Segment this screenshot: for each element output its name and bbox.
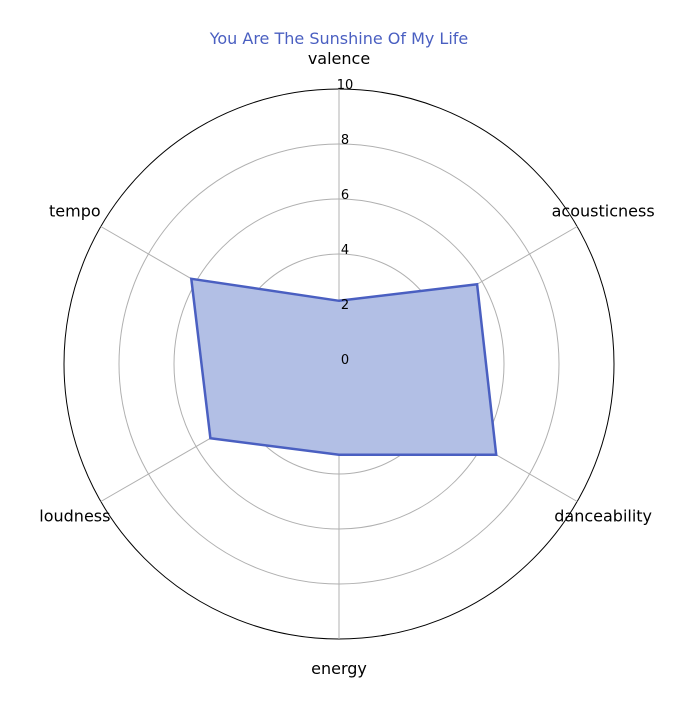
tick-label-0: 0 (341, 353, 349, 368)
tick-label-2: 2 (341, 298, 349, 313)
axis-label-valence: valence (308, 49, 370, 68)
axis-label-loudness: loudness (39, 507, 110, 526)
axis-labels: valence acousticness danceability energy lou… (39, 49, 654, 678)
axis-label-danceability: danceability (554, 507, 652, 526)
tick-label-10: 10 (337, 78, 354, 93)
axis-label-energy: energy (311, 659, 367, 678)
tick-label-8: 8 (341, 133, 349, 148)
axis-label-tempo: tempo (49, 202, 101, 221)
series-area (191, 278, 497, 455)
radial-tick-labels: 0 2 4 6 8 10 (337, 78, 354, 368)
tick-label-6: 6 (341, 188, 349, 203)
tick-label-4: 4 (341, 243, 349, 258)
axis-label-acousticness: acousticness (552, 202, 655, 221)
series-line (189, 277, 498, 457)
radar-series (189, 277, 498, 457)
chart-title: You Are The Sunshine Of My Life (209, 29, 469, 48)
